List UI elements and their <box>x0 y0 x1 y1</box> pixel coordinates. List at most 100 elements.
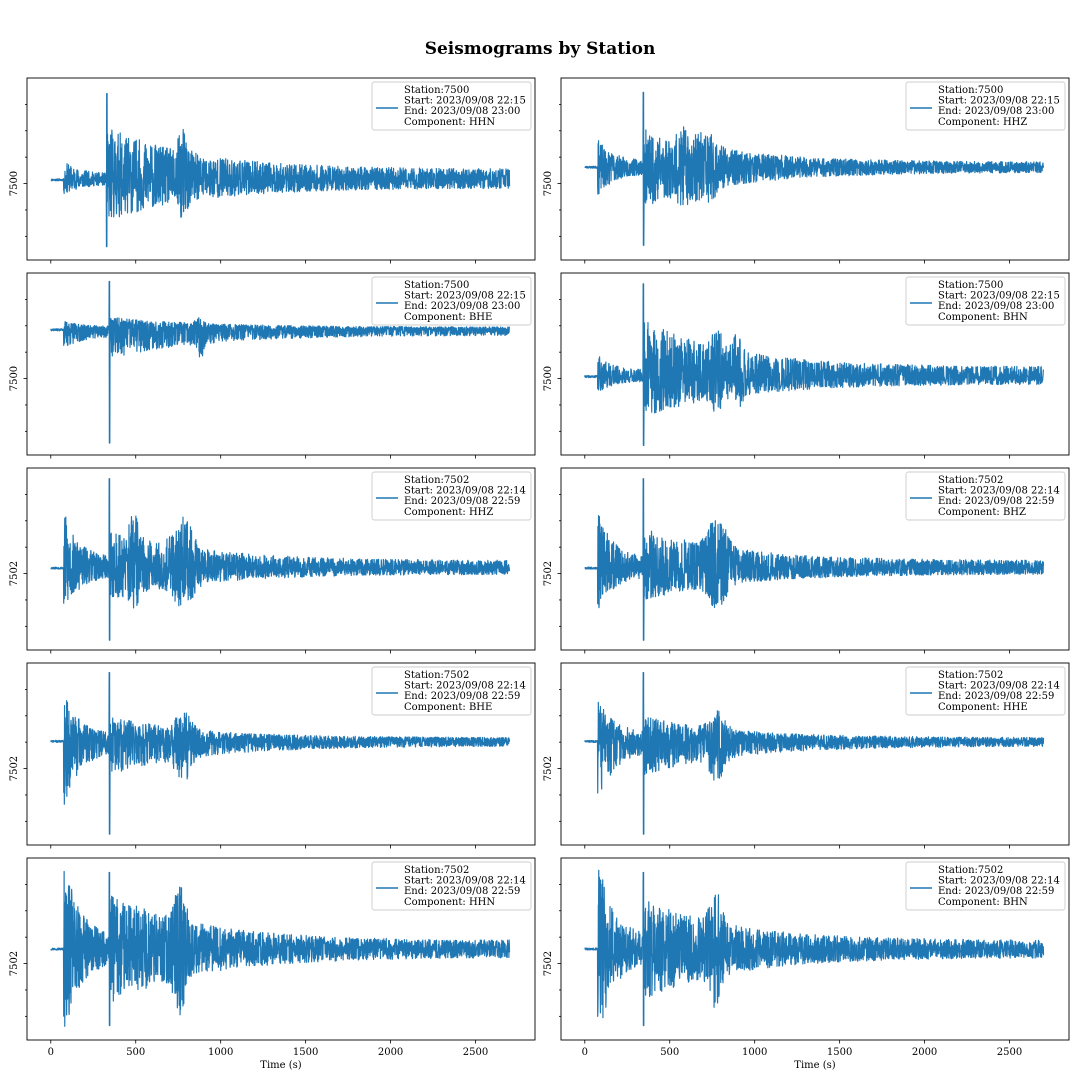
axes-frame <box>26 77 536 261</box>
legend-entry-line: End: 2023/09/08 22:59 <box>938 886 1054 897</box>
x-axis-label: Time (s) <box>260 1060 301 1071</box>
waveform-trace <box>584 91 1045 246</box>
axes-frame <box>26 857 536 1041</box>
axes-frame <box>560 467 1070 651</box>
y-tick-label: 7502 <box>9 756 20 781</box>
waveform-trace <box>50 280 510 444</box>
y-tick-label: 7500 <box>9 171 20 196</box>
axes-frame <box>560 857 1070 1041</box>
legend-entry-line: End: 2023/09/08 22:59 <box>404 496 520 507</box>
legend-entry-line: Station:7500 <box>938 280 1003 291</box>
legend-box <box>905 81 1066 131</box>
legend-entry-line: End: 2023/09/08 23:00 <box>404 301 520 312</box>
legend-entry-line: Component: HHE <box>938 702 1028 713</box>
x-tick-label: 2000 <box>378 1047 403 1058</box>
legend-entry-line: End: 2023/09/08 23:00 <box>938 301 1054 312</box>
legend-entry-line: End: 2023/09/08 23:00 <box>404 106 520 117</box>
x-tick-label: 1000 <box>742 1047 767 1058</box>
legend-box <box>371 276 532 326</box>
waveform-trace <box>50 92 511 248</box>
legend-entry-line: End: 2023/09/08 22:59 <box>938 496 1054 507</box>
legend-entry-line: Start: 2023/09/08 22:14 <box>938 681 1060 692</box>
legend-entry-line: Start: 2023/09/08 22:14 <box>404 681 526 692</box>
waveform-trace <box>584 478 1045 641</box>
seismogram-panel-10: 7502 0 500 1000 1500 2000 2500 Time (s) Station:… <box>543 857 1070 1071</box>
legend-box <box>905 666 1066 716</box>
legend-entry-line: Start: 2023/09/08 22:14 <box>938 486 1060 497</box>
legend-entry-line: End: 2023/09/08 22:59 <box>938 691 1054 702</box>
axes-frame <box>560 272 1070 456</box>
y-tick-label: 7502 <box>543 561 554 586</box>
legend-entry-line: Start: 2023/09/08 22:15 <box>404 291 526 302</box>
legend-box <box>371 471 532 521</box>
waveform-trace <box>584 672 1045 835</box>
legend-entry-line: Start: 2023/09/08 22:14 <box>938 876 1060 887</box>
legend-entry-line: Component: BHN <box>938 312 1028 323</box>
axes-frame <box>26 662 536 846</box>
legend-entry-line: Station:7502 <box>938 670 1003 681</box>
legend-box <box>371 666 532 716</box>
legend-entry-line: Component: HHN <box>404 897 495 908</box>
legend-entry-line: Start: 2023/09/08 22:15 <box>404 96 526 107</box>
legend-entry-line: Station:7500 <box>938 85 1003 96</box>
legend-entry-line: Start: 2023/09/08 22:14 <box>404 486 526 497</box>
y-tick-label: 7500 <box>9 366 20 391</box>
legend-box <box>371 861 532 911</box>
figure-title: Seismograms by Station <box>425 39 656 59</box>
waveform-trace <box>50 870 511 1027</box>
x-tick-label: 2500 <box>997 1047 1022 1058</box>
legend-entry-line: End: 2023/09/08 23:00 <box>938 106 1054 117</box>
x-tick-label: 2500 <box>463 1047 488 1058</box>
legend-entry-line: Component: BHZ <box>938 507 1026 518</box>
legend-entry-line: End: 2023/09/08 22:59 <box>404 886 520 897</box>
legend-entry-line: Station:7502 <box>404 670 469 681</box>
legend-entry-line: Component: HHN <box>404 117 495 128</box>
legend-entry-line: Station:7500 <box>404 280 469 291</box>
axes-frame <box>26 272 536 456</box>
legend-entry-line: Station:7502 <box>938 475 1003 486</box>
waveform-trace <box>50 478 511 641</box>
legend-entry-line: Station:7502 <box>404 475 469 486</box>
waveform-trace <box>584 869 1045 1027</box>
legend-box <box>905 861 1066 911</box>
legend-entry-line: Start: 2023/09/08 22:15 <box>938 291 1060 302</box>
legend-entry-line: Component: BHE <box>404 312 492 323</box>
x-tick-label: 1500 <box>827 1047 852 1058</box>
x-tick-label: 1000 <box>208 1047 233 1058</box>
seismogram-panel-9: 7502 0 500 1000 1500 2000 2500 Time (s) Station:… <box>9 857 536 1071</box>
axes-frame <box>26 467 536 651</box>
legend-entry-line: Start: 2023/09/08 22:15 <box>938 96 1060 107</box>
x-tick-label: 500 <box>660 1047 679 1058</box>
y-tick-label: 7502 <box>543 951 554 976</box>
y-tick-label: 7500 <box>543 366 554 391</box>
legend-entry-line: Component: HHZ <box>404 507 493 518</box>
x-tick-label: 500 <box>126 1047 145 1058</box>
y-tick-label: 7502 <box>543 756 554 781</box>
legend-box <box>371 81 532 131</box>
waveform-trace <box>50 672 511 835</box>
legend-entry-line: End: 2023/09/08 22:59 <box>404 691 520 702</box>
axes-frame <box>560 662 1070 846</box>
legend-box <box>905 276 1066 326</box>
y-tick-label: 7502 <box>9 951 20 976</box>
legend-entry-line: Station:7500 <box>404 85 469 96</box>
